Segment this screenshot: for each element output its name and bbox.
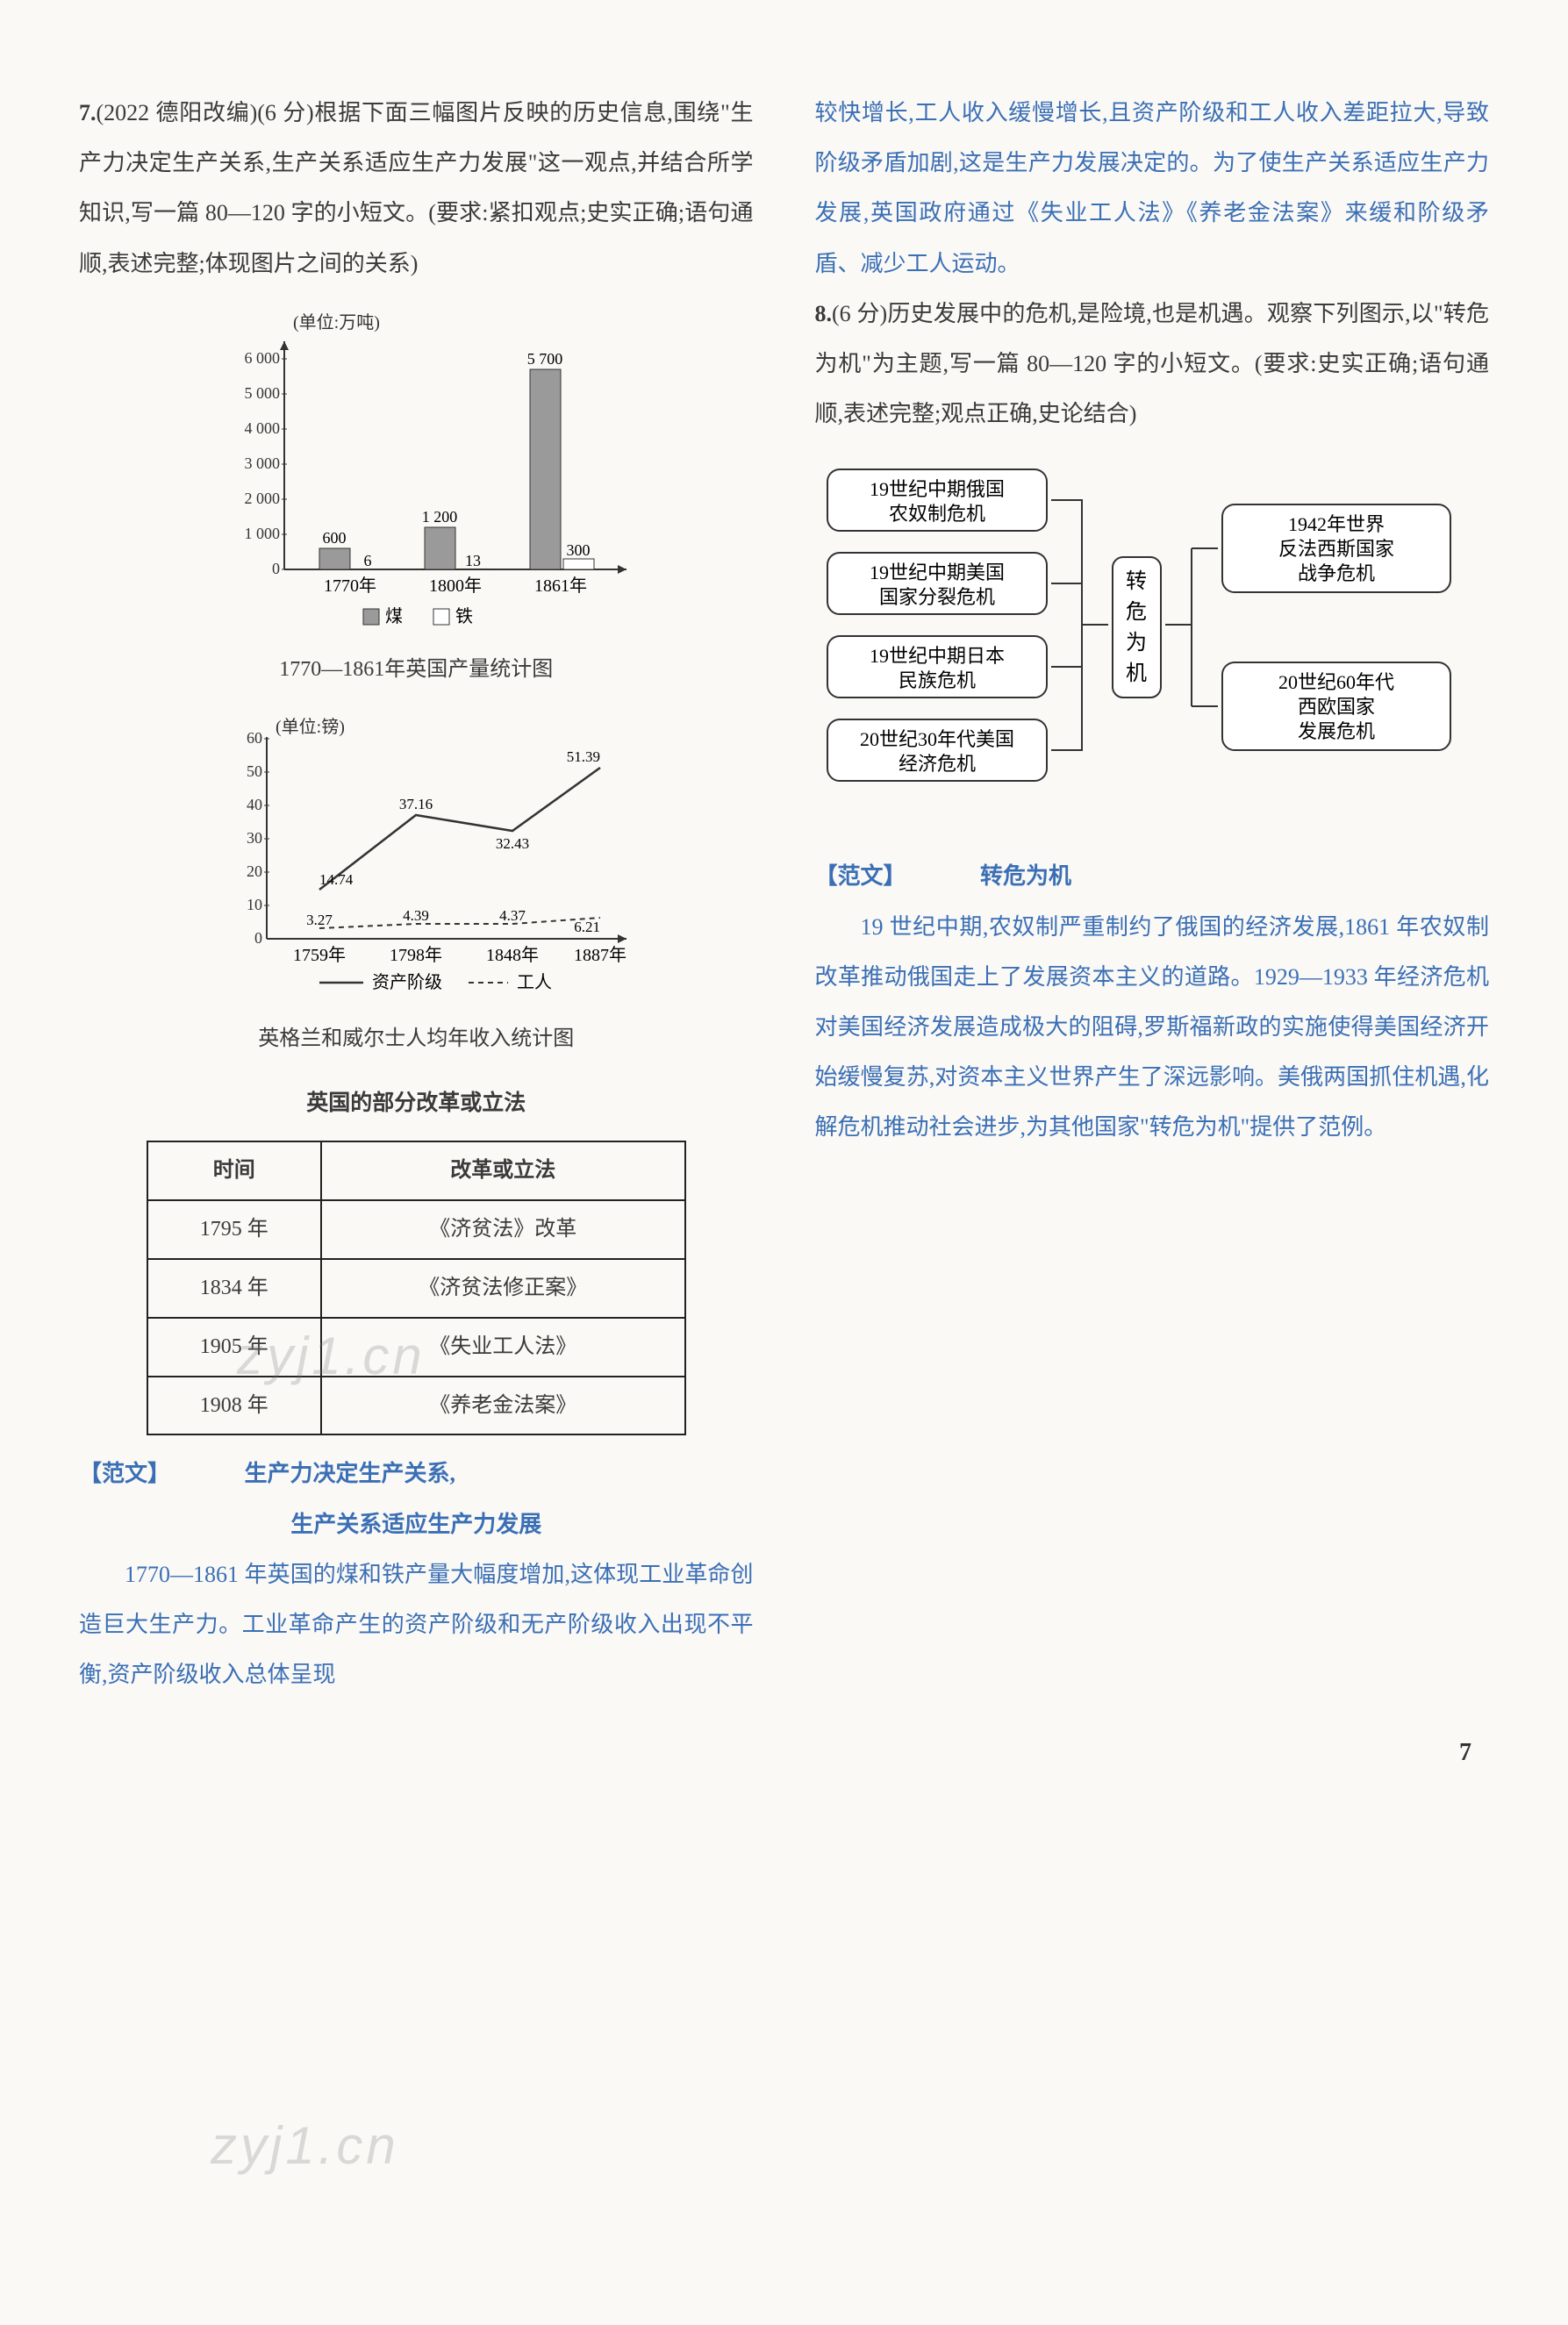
svg-text:32.43: 32.43 (496, 835, 529, 852)
q7-fanwen-title-2: 生产关系适应生产力发展 (290, 1512, 541, 1537)
line-chart: (单位:镑) 0 10 20 30 40 50 60 1759年 1798年 (188, 711, 644, 1009)
svg-text:战争危机: 战争危机 (1298, 562, 1375, 584)
svg-text:为: 为 (1126, 631, 1147, 655)
svg-text:30: 30 (247, 829, 262, 847)
diagram-svg: 19世纪中期俄国 农奴制危机 19世纪中期美国 国家分裂危机 19世纪中期日本 … (819, 452, 1486, 838)
svg-text:转: 转 (1126, 569, 1147, 593)
q8-fanwen-heading: 【范文】 转危为机 (815, 851, 1490, 901)
bar-chart: (单位:万吨) 0 1 000 2 000 3 000 4 000 5 000 … (188, 306, 644, 640)
svg-text:1861年: 1861年 (534, 576, 587, 596)
svg-text:1800年: 1800年 (429, 576, 482, 596)
svg-text:19世纪中期俄国: 19世纪中期俄国 (870, 478, 1005, 500)
svg-text:1942年世界: 1942年世界 (1288, 513, 1385, 535)
q7-fanwen-p1: 1770—1861 年英国的煤和铁产量大幅度增加,这体现工业革命创造巨大生产力。… (79, 1549, 754, 1700)
bar-chart-caption: 1770—1861年英国产量统计图 (79, 647, 754, 693)
svg-text:20: 20 (247, 862, 262, 880)
svg-text:反法西斯国家: 反法西斯国家 (1278, 538, 1394, 560)
page-content: 7.(2022 德阳改编)(6 分)根据下面三幅图片反映的历史信息,围绕"生产力… (79, 88, 1489, 1780)
svg-text:西欧国家: 西欧国家 (1298, 696, 1375, 718)
svg-text:1848年: 1848年 (486, 945, 539, 965)
svg-text:1887年: 1887年 (574, 945, 626, 965)
reform-table-title: 英国的部分改革或立法 (79, 1079, 754, 1127)
svg-text:煤: 煤 (385, 606, 403, 626)
q7-number: 7. (79, 100, 97, 125)
svg-text:60: 60 (247, 729, 262, 747)
svg-text:19世纪中期日本: 19世纪中期日本 (870, 645, 1005, 667)
table-row: 1905 年《失业工人法》 (147, 1318, 685, 1377)
svg-text:300: 300 (567, 541, 591, 559)
line-chart-caption: 英格兰和威尔士人均年收入统计图 (79, 1016, 754, 1062)
right-column: 较快增长,工人收入缓慢增长,且资产阶级和工人收入差距拉大,导致阶级矛盾加剧,这是… (815, 88, 1490, 1699)
svg-text:农奴制危机: 农奴制危机 (889, 503, 985, 525)
svg-text:0: 0 (272, 560, 280, 577)
svg-text:1770年: 1770年 (324, 576, 376, 596)
svg-text:14.74: 14.74 (319, 871, 354, 888)
table-row: 1795 年《济贫法》改革 (147, 1200, 685, 1259)
svg-text:1759年: 1759年 (293, 945, 346, 965)
col-time: 时间 (147, 1141, 321, 1200)
q8-prompt: 8.(6 分)历史发展中的危机,是险境,也是机遇。观察下列图示,以"转危为机"为… (815, 289, 1490, 440)
svg-text:1 000: 1 000 (245, 525, 281, 542)
col-reform: 改革或立法 (321, 1141, 685, 1200)
svg-text:4 000: 4 000 (245, 419, 281, 437)
watermark-2: zyj1.cn (211, 2088, 399, 2204)
svg-text:资产阶级: 资产阶级 (372, 972, 442, 992)
svg-text:4.39: 4.39 (403, 907, 429, 924)
svg-text:国家分裂危机: 国家分裂危机 (879, 586, 995, 608)
svg-text:经济危机: 经济危机 (899, 753, 976, 775)
svg-text:13: 13 (465, 552, 481, 569)
q8-prompt-text: (6 分)历史发展中的危机,是险境,也是机遇。观察下列图示,以"转危为机"为主题… (815, 301, 1490, 426)
fanwen-label: 【范文】 (79, 1461, 170, 1486)
two-column-layout: 7.(2022 德阳改编)(6 分)根据下面三幅图片反映的历史信息,围绕"生产力… (79, 88, 1489, 1699)
q7-fanwen-heading: 【范文】 生产力决定生产关系, (79, 1449, 754, 1499)
q7-prompt: 7.(2022 德阳改编)(6 分)根据下面三幅图片反映的历史信息,围绕"生产力… (79, 88, 754, 289)
svg-text:2 000: 2 000 (245, 490, 281, 507)
q7-fanwen-title-line2: 生产关系适应生产力发展 (79, 1499, 754, 1549)
svg-text:6 000: 6 000 (245, 349, 281, 367)
svg-text:600: 600 (323, 529, 347, 547)
q7-fanwen-title-1: 生产力决定生产关系, (245, 1461, 456, 1486)
svg-text:37.16: 37.16 (399, 796, 433, 812)
svg-text:3.27: 3.27 (306, 912, 333, 928)
svg-text:6.21: 6.21 (575, 919, 601, 935)
q8-number: 8. (815, 301, 833, 326)
svg-text:5 000: 5 000 (245, 384, 281, 402)
svg-text:10: 10 (247, 896, 262, 913)
svg-text:51.39: 51.39 (567, 748, 600, 765)
svg-text:1798年: 1798年 (390, 945, 442, 965)
svg-text:民族危机: 民族危机 (899, 669, 976, 691)
svg-text:50: 50 (247, 762, 262, 780)
page-number: 7 (79, 1726, 1489, 1780)
table-row: 1908 年《养老金法案》 (147, 1377, 685, 1435)
bar-unit-label: (单位:万吨) (293, 312, 380, 333)
q8-fanwen-body: 19 世纪中期,农奴制严重制约了俄国的经济发展,1861 年农奴制改革推动俄国走… (815, 902, 1490, 1153)
svg-text:危: 危 (1126, 600, 1147, 624)
svg-text:3 000: 3 000 (245, 454, 281, 472)
svg-text:0: 0 (254, 929, 262, 947)
left-column: 7.(2022 德阳改编)(6 分)根据下面三幅图片反映的历史信息,围绕"生产力… (79, 88, 754, 1699)
table-header-row: 时间 改革或立法 (147, 1141, 685, 1200)
svg-text:6: 6 (364, 552, 372, 569)
table-row: 1834 年《济贫法修正案》 (147, 1259, 685, 1318)
bar-chart-container: (单位:万吨) 0 1 000 2 000 3 000 4 000 5 000 … (79, 306, 754, 693)
svg-text:(单位:镑): (单位:镑) (276, 717, 345, 737)
svg-text:工人: 工人 (517, 972, 552, 992)
q8-fanwen-label: 【范文】 (815, 863, 906, 889)
svg-text:1 200: 1 200 (422, 508, 458, 526)
q7-prompt-text: (2022 德阳改编)(6 分)根据下面三幅图片反映的历史信息,围绕"生产力决定… (79, 100, 754, 276)
svg-text:机: 机 (1126, 662, 1147, 685)
svg-text:20世纪60年代: 20世纪60年代 (1278, 671, 1394, 693)
svg-text:发展危机: 发展危机 (1298, 720, 1375, 742)
svg-text:19世纪中期美国: 19世纪中期美国 (870, 562, 1005, 583)
svg-text:20世纪30年代美国: 20世纪30年代美国 (860, 728, 1014, 750)
svg-text:5 700: 5 700 (527, 350, 563, 368)
svg-text:铁: 铁 (455, 606, 473, 626)
reform-table: 时间 改革或立法 1795 年《济贫法》改革 1834 年《济贫法修正案》 19… (147, 1141, 686, 1435)
svg-text:40: 40 (247, 796, 262, 813)
q8-fanwen-title: 转危为机 (980, 863, 1071, 889)
q7-fanwen-cont: 较快增长,工人收入缓慢增长,且资产阶级和工人收入差距拉大,导致阶级矛盾加剧,这是… (815, 88, 1490, 289)
line-chart-container: (单位:镑) 0 10 20 30 40 50 60 1759年 1798年 (79, 711, 754, 1062)
crisis-diagram: 19世纪中期俄国 农奴制危机 19世纪中期美国 国家分裂危机 19世纪中期日本 … (815, 452, 1490, 838)
svg-text:4.37: 4.37 (499, 907, 526, 924)
